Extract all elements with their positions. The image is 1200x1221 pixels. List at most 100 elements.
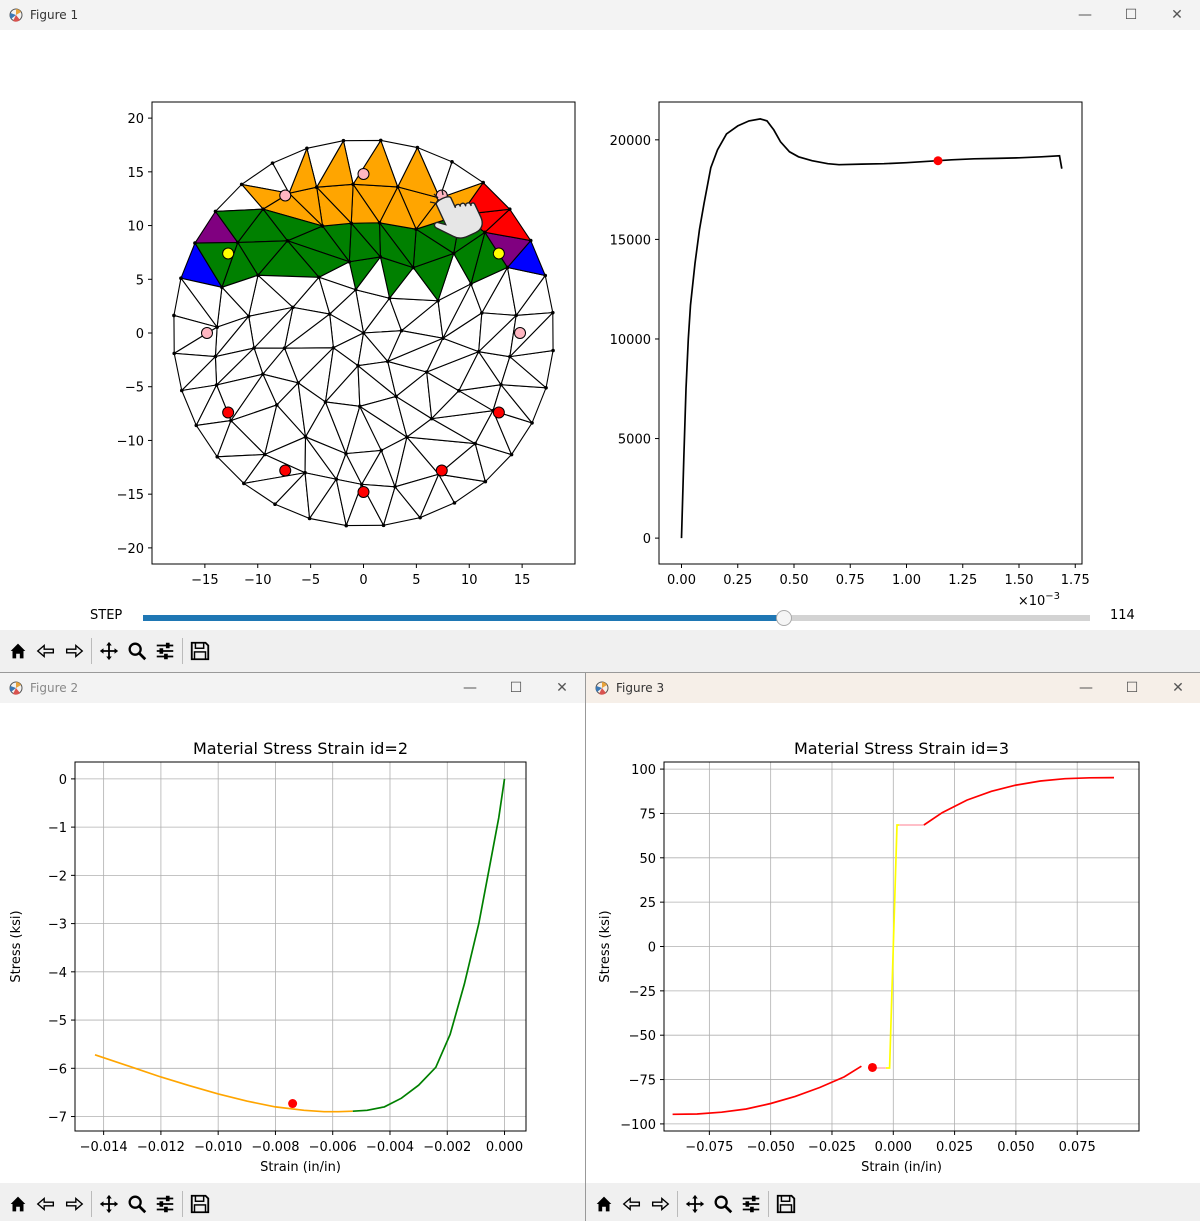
mesh-node (252, 346, 256, 350)
mesh-node (499, 382, 503, 387)
y-tick-label: −6 (48, 1062, 67, 1077)
mesh-node (179, 276, 183, 281)
figure3-titlebar[interactable]: Figure 3 — ☐ ✕ (586, 673, 1200, 703)
x-tick-label: 1.25 (948, 573, 977, 588)
home-button[interactable] (590, 1190, 618, 1218)
plot-background (659, 102, 1082, 564)
x-tick-label: 1.50 (1005, 573, 1034, 588)
mesh-node (215, 325, 219, 329)
mesh-element (478, 312, 518, 354)
back-button[interactable] (32, 1190, 60, 1218)
forward-button[interactable] (60, 1190, 88, 1218)
configure-subplots-button[interactable] (151, 1190, 179, 1218)
mesh-node (358, 404, 362, 409)
maximize-button[interactable]: ☐ (1108, 0, 1154, 30)
minimize-button[interactable]: — (1063, 673, 1109, 703)
matplotlib-app-icon (8, 7, 24, 23)
close-button[interactable]: ✕ (1154, 0, 1200, 30)
figure2-titlebar[interactable]: Figure 2 — ☐ ✕ (0, 673, 585, 703)
back-button[interactable] (32, 637, 60, 665)
home-icon (596, 1196, 612, 1212)
y-tick-label: −3 (48, 918, 67, 933)
maximize-button[interactable]: ☐ (493, 673, 539, 703)
y-tick-label: 25 (639, 896, 656, 911)
home-button[interactable] (4, 1190, 32, 1218)
mesh-node (418, 515, 422, 520)
save-button[interactable] (186, 637, 214, 665)
mesh-node (483, 230, 487, 235)
close-button[interactable]: ✕ (1155, 673, 1200, 703)
mesh-node (291, 305, 295, 310)
configure-icon (156, 642, 174, 660)
close-button[interactable]: ✕ (539, 673, 585, 703)
x-tick-label: 0.025 (936, 1140, 973, 1155)
pan-button[interactable] (95, 1190, 123, 1218)
home-icon (10, 643, 26, 659)
home-button[interactable] (4, 637, 32, 665)
minimize-button[interactable]: — (1062, 0, 1108, 30)
pan-button[interactable] (95, 637, 123, 665)
save-button[interactable] (772, 1190, 800, 1218)
forward-button[interactable] (60, 637, 88, 665)
figure3-canvas[interactable]: −0.075 −0.050 −0.025 0.000 0.025 0.050 0.075 10… (586, 703, 1200, 1181)
figure3-toolbar (586, 1183, 1200, 1221)
mesh-node (303, 470, 307, 475)
back-button[interactable] (618, 1190, 646, 1218)
forward-button[interactable] (646, 1190, 674, 1218)
mesh-node (282, 346, 287, 351)
y-tick-label: 15 (127, 166, 144, 181)
mesh-node (452, 501, 457, 505)
mesh-node (262, 452, 267, 457)
configure-subplots-button[interactable] (737, 1190, 765, 1218)
step-slider-handle[interactable] (776, 610, 793, 626)
minimize-button[interactable]: — (447, 673, 493, 703)
mesh-node (544, 385, 548, 390)
maximize-icon: ☐ (1125, 680, 1139, 696)
maximize-icon: ☐ (1124, 7, 1138, 23)
mesh-node (235, 240, 240, 245)
toolbar-separator (677, 1191, 678, 1217)
configure-subplots-button[interactable] (151, 637, 179, 665)
zoom-button[interactable] (123, 1190, 151, 1218)
step-slider[interactable] (143, 610, 1090, 626)
current-point-marker (288, 1099, 298, 1109)
zoom-icon (128, 1195, 147, 1214)
mesh-node (213, 354, 218, 359)
mesh-node (394, 394, 398, 399)
figure2-toolbar (0, 1183, 585, 1221)
mesh-node (344, 523, 349, 528)
fiber-marker (279, 189, 292, 202)
figure2-canvas[interactable]: −0.014 −0.012 −0.010 −0.008 −0.006 −0.004 −0.0… (0, 703, 585, 1181)
save-icon (190, 641, 210, 661)
home-icon (10, 1196, 26, 1212)
mesh-axes: −15 −10 −5 0 5 10 15 20 15 10 5 0 −5 −10 −15 −20 (117, 101, 576, 588)
y-tick-label: −4 (48, 966, 67, 981)
y-tick-label: −1 (48, 821, 67, 836)
mesh-node (351, 182, 355, 187)
y-tick-label: 50 (639, 852, 656, 867)
mesh-node (476, 349, 481, 354)
maximize-button[interactable]: ☐ (1109, 673, 1155, 703)
x-tick-label: 0.75 (836, 573, 865, 588)
zoom-button[interactable] (709, 1190, 737, 1218)
pan-button[interactable] (681, 1190, 709, 1218)
plot-frame (658, 101, 1083, 565)
mesh-node (214, 383, 219, 387)
figure1-titlebar[interactable]: Figure 1 — ☐ ✕ (0, 0, 1200, 30)
zoom-button[interactable] (123, 637, 151, 665)
back-icon (36, 644, 55, 658)
window-title: Figure 1 (30, 8, 79, 22)
mesh-node (378, 138, 383, 143)
x-axis-multiplier-exponent: −3 (1045, 591, 1060, 602)
fiber-marker (222, 406, 235, 419)
mesh-node (193, 241, 197, 245)
mesh-node (457, 388, 461, 393)
mesh-node (451, 251, 456, 256)
step-slider-row: STEP 114 (0, 604, 1200, 630)
fiber-marker (514, 327, 527, 339)
save-button[interactable] (186, 1190, 214, 1218)
mesh-node (303, 435, 308, 439)
x-tick-label: −0.006 (309, 1140, 357, 1155)
y-tick-label: −10 (117, 434, 144, 449)
